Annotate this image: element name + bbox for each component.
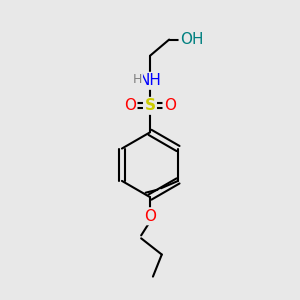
Text: H: H [133,74,142,86]
Text: O: O [124,98,136,113]
Text: O: O [164,98,176,113]
Text: O: O [144,209,156,224]
Text: NH: NH [139,73,161,88]
Text: S: S [145,98,155,113]
Text: OH: OH [180,32,204,47]
